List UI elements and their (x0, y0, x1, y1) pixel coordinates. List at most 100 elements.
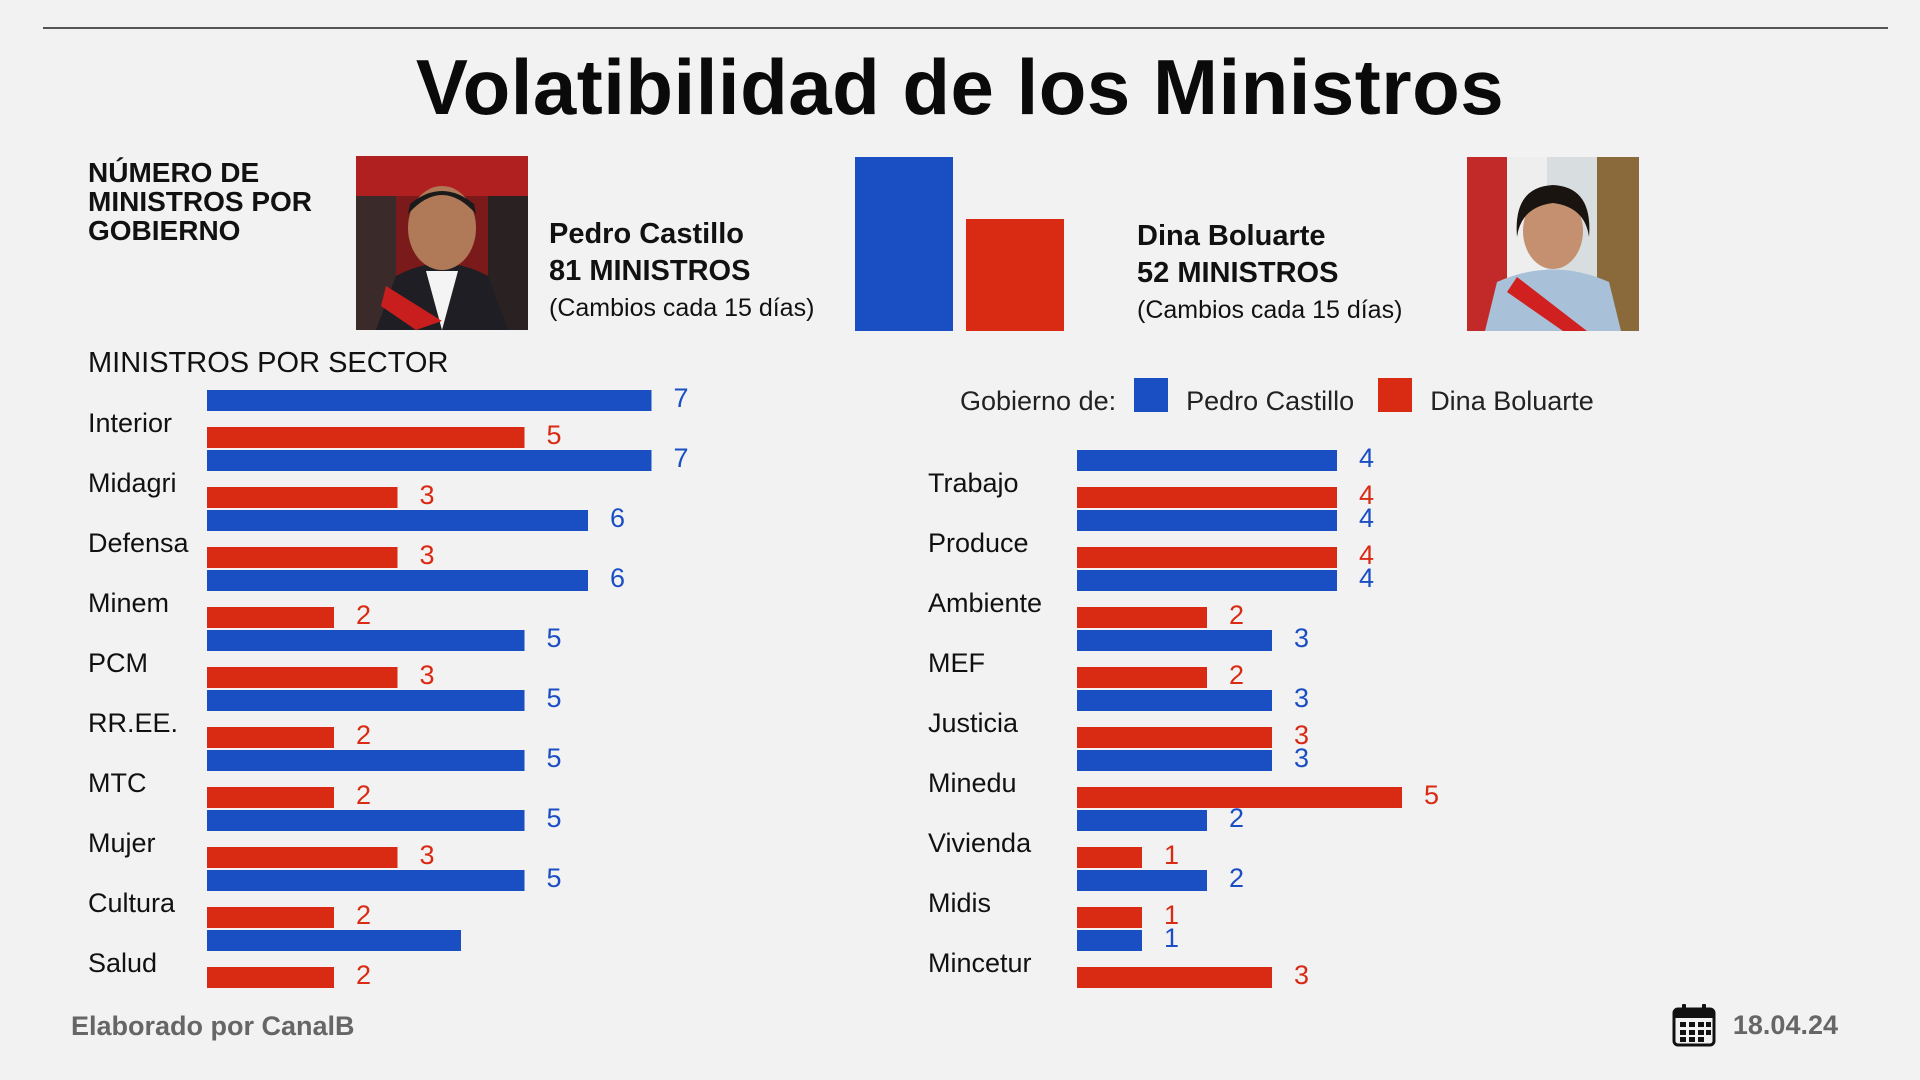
category-label: Midagri (88, 468, 177, 498)
category-label: Mincetur (928, 948, 1032, 978)
castillo-bar (1077, 750, 1272, 771)
castillo-bar (207, 570, 588, 591)
legend-swatch-castillo (1134, 378, 1169, 412)
category-label: Vivienda (928, 828, 1032, 858)
category-label: Minedu (928, 768, 1017, 798)
castillo-value-label: 7 (674, 383, 689, 413)
boluarte-value-label: 2 (356, 960, 371, 990)
credit-text: Elaborado por CanalB (71, 1011, 355, 1041)
page-title: Volatibilidad de los Ministros (415, 43, 1505, 131)
castillo-value-label: 5 (547, 803, 562, 833)
boluarte-value-label: 3 (420, 480, 435, 510)
boluarte-note: (Cambios cada 15 días) (1137, 296, 1403, 324)
sector-heading: MINISTROS POR SECTOR (88, 347, 449, 379)
legend: Gobierno de: Pedro Castillo Dina Boluart… (960, 378, 1600, 424)
legend-label-castillo: Pedro Castillo (1186, 385, 1355, 416)
boluarte-value-label: 1 (1164, 900, 1179, 930)
category-label: Minem (88, 588, 169, 618)
castillo-photo (356, 156, 528, 330)
castillo-value-label: 5 (547, 623, 562, 653)
castillo-bar (207, 810, 525, 831)
legend-prefix: Gobierno de: (960, 385, 1117, 416)
boluarte-value-label: 5 (547, 420, 562, 450)
boluarte-bar (207, 967, 334, 988)
boluarte-value-label: 1 (1164, 840, 1179, 870)
castillo-value-label: 3 (1294, 683, 1309, 713)
castillo-bar (1077, 810, 1207, 831)
boluarte-value-label: 5 (1424, 780, 1439, 810)
boluarte-bar (1077, 607, 1207, 628)
castillo-value-label: 4 (1359, 503, 1374, 533)
castillo-bar (207, 510, 588, 531)
castillo-bar (207, 930, 461, 951)
boluarte-bar (1077, 667, 1207, 688)
category-label: Interior (88, 408, 172, 438)
boluarte-bar (1077, 547, 1337, 568)
castillo-bar (1077, 510, 1337, 531)
boluarte-bar (207, 727, 334, 748)
boluarte-value-label: 2 (356, 780, 371, 810)
category-label: PCM (88, 648, 148, 678)
boluarte-value-label: 4 (1359, 540, 1374, 570)
castillo-value-label: 4 (1359, 443, 1374, 473)
castillo-bar (1077, 930, 1142, 951)
boluarte-photo (1467, 157, 1639, 331)
castillo-value-label: 5 (547, 743, 562, 773)
boluarte-bar (207, 607, 334, 628)
boluarte-bar (1077, 967, 1272, 988)
castillo-bar (1077, 870, 1207, 891)
boluarte-bar (207, 547, 398, 568)
castillo-value-label: 3 (1294, 743, 1309, 773)
category-label: Defensa (88, 528, 190, 558)
castillo-note: (Cambios cada 15 días) (549, 294, 815, 322)
category-label: Ambiente (928, 588, 1042, 618)
boluarte-value-label: 3 (1294, 960, 1309, 990)
legend-swatch-boluarte (1378, 378, 1413, 412)
castillo-bar (1077, 570, 1337, 591)
castillo-total-bar (855, 157, 953, 331)
boluarte-name: Dina Boluarte (1137, 220, 1326, 252)
category-label: Produce (928, 528, 1029, 558)
castillo-name: Pedro Castillo (549, 218, 744, 250)
castillo-count: 81 MINISTROS (549, 255, 751, 287)
castillo-bar (207, 450, 652, 471)
castillo-value-label: 1 (1164, 923, 1179, 953)
boluarte-value-label: 3 (1294, 720, 1309, 750)
castillo-bar (207, 390, 652, 411)
castillo-value-label: 2 (1229, 803, 1244, 833)
castillo-value-label: 3 (1294, 623, 1309, 653)
castillo-bar (1077, 450, 1337, 471)
legend-label-boluarte: Dina Boluarte (1430, 385, 1594, 416)
boluarte-value-label: 2 (356, 720, 371, 750)
category-label: Justicia (928, 708, 1019, 738)
category-label: Trabajo (928, 468, 1019, 498)
castillo-bar (207, 870, 525, 891)
date-text: 18.04.24 (1732, 1009, 1838, 1040)
boluarte-bar (1077, 907, 1142, 928)
boluarte-bar (207, 907, 334, 928)
boluarte-bar (207, 667, 398, 688)
castillo-value-label: 7 (674, 443, 689, 473)
boluarte-value-label: 3 (420, 840, 435, 870)
summary-label: NÚMERO DE MINISTROS POR GOBIERNO (88, 157, 313, 246)
boluarte-bar (207, 487, 398, 508)
category-label: MTC (88, 768, 146, 798)
castillo-bar (1077, 690, 1272, 711)
boluarte-value-label: 4 (1359, 480, 1374, 510)
castillo-value-label: 5 (547, 863, 562, 893)
boluarte-bar (207, 787, 334, 808)
boluarte-bar (1077, 487, 1337, 508)
castillo-bar (207, 690, 525, 711)
castillo-bar (207, 750, 525, 771)
boluarte-bar (207, 427, 525, 448)
boluarte-bar (1077, 787, 1402, 808)
castillo-value-label: 6 (610, 563, 625, 593)
castillo-info: Pedro Castillo 81 MINISTROS (Cambios cad… (549, 216, 814, 327)
boluarte-bar (1077, 847, 1142, 868)
date-stamp: 18.04.24 (1671, 1002, 1838, 1048)
boluarte-count: 52 MINISTROS (1137, 257, 1339, 289)
castillo-value-label: 6 (610, 503, 625, 533)
calendar-icon (1672, 1004, 1716, 1047)
top-divider (43, 27, 1888, 29)
